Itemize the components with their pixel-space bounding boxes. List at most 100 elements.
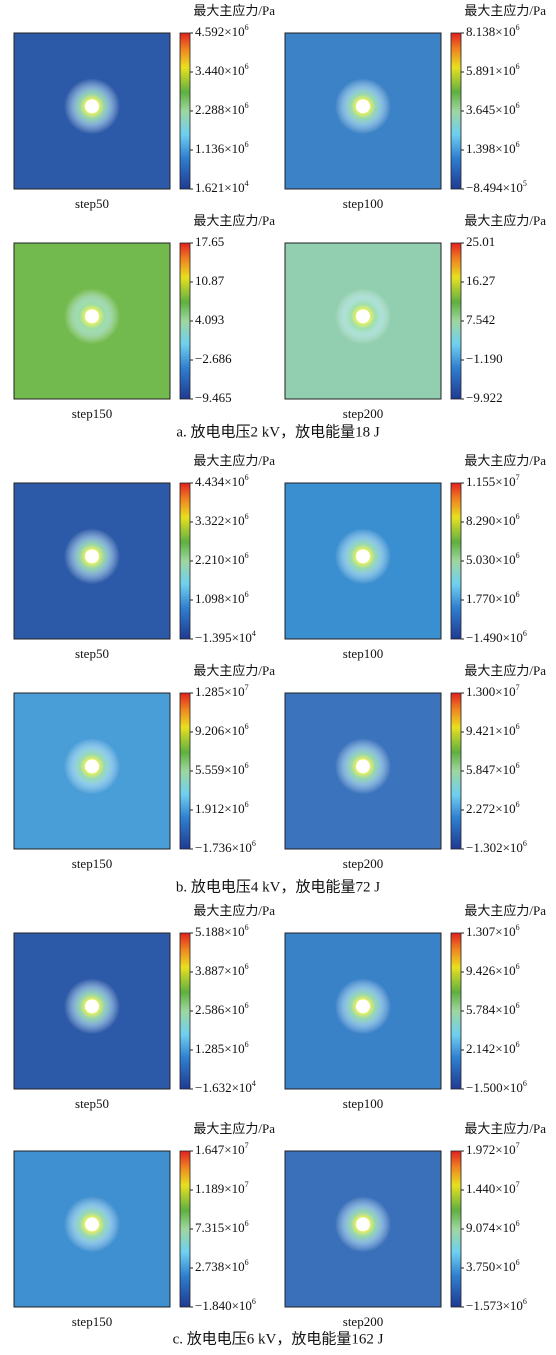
tick-mantissa: −1.840×10 bbox=[195, 1298, 252, 1313]
tick-exponent: 6 bbox=[516, 1040, 520, 1049]
colorbar-tick-label: 1.621×104 bbox=[195, 179, 249, 195]
tick-mantissa: −1.302×10 bbox=[466, 840, 523, 855]
tick-exponent: 7 bbox=[245, 683, 249, 692]
colorbar-tick-label: 2.272×106 bbox=[466, 800, 520, 816]
colorbar-tick-label: 9.421×106 bbox=[466, 722, 520, 738]
tick-mantissa: 17.65 bbox=[195, 234, 224, 249]
hole bbox=[356, 549, 370, 563]
tick-exponent: 7 bbox=[245, 1141, 249, 1150]
tick-mantissa: 1.647×10 bbox=[195, 1142, 245, 1157]
tick-exponent: 7 bbox=[516, 1180, 520, 1189]
tick-mantissa: 1.136×10 bbox=[195, 141, 245, 156]
tick-exponent: 6 bbox=[516, 761, 520, 770]
tick-exponent: 6 bbox=[245, 722, 249, 731]
colorbar-tick-label: 17.65 bbox=[195, 234, 224, 249]
hole bbox=[356, 309, 370, 323]
hole bbox=[356, 999, 370, 1013]
colorbar-tick-label: 1.285×106 bbox=[195, 1040, 249, 1056]
tick-exponent: 6 bbox=[245, 590, 249, 599]
tick-mantissa: 8.290×10 bbox=[466, 513, 516, 528]
colorbar-title: 最大主应力/Pa bbox=[193, 3, 275, 18]
tick-mantissa: −1.190 bbox=[466, 351, 503, 366]
colorbar-tick-label: −9.465 bbox=[195, 390, 232, 405]
tick-exponent: 6 bbox=[516, 722, 520, 731]
colorbar-tick-label: 1.912×106 bbox=[195, 800, 249, 816]
colorbar-tick-label: −1.500×106 bbox=[466, 1079, 527, 1095]
colorbar bbox=[451, 933, 461, 1089]
tick-exponent: 6 bbox=[245, 962, 249, 971]
colorbar-tick-label: 1.300×107 bbox=[466, 683, 520, 699]
colorbar-tick-label: 5.784×106 bbox=[466, 1001, 520, 1017]
colorbar-tick-label: −1.302×106 bbox=[466, 839, 527, 855]
tick-mantissa: 7.315×10 bbox=[195, 1220, 245, 1235]
colorbar bbox=[451, 1151, 461, 1307]
colorbar-tick-label: 4.434×106 bbox=[195, 473, 249, 489]
tick-mantissa: −1.736×10 bbox=[195, 840, 252, 855]
colorbar-tick-label: 1.440×107 bbox=[466, 1180, 520, 1196]
step-label: step200 bbox=[343, 406, 383, 421]
colorbar bbox=[180, 933, 190, 1089]
tick-mantissa: 7.542 bbox=[466, 312, 495, 327]
tick-exponent: 6 bbox=[523, 1297, 527, 1306]
step-label: step50 bbox=[75, 196, 109, 211]
tick-mantissa: 16.27 bbox=[466, 273, 496, 288]
tick-mantissa: 1.398×10 bbox=[466, 141, 516, 156]
colorbar bbox=[180, 693, 190, 849]
colorbar bbox=[451, 483, 461, 639]
tick-exponent: 6 bbox=[245, 473, 249, 482]
colorbar-tick-label: 8.290×106 bbox=[466, 512, 520, 528]
colorbar-tick-label: 7.315×106 bbox=[195, 1219, 249, 1235]
colorbar-tick-label: 5.188×106 bbox=[195, 923, 249, 939]
tick-exponent: 6 bbox=[516, 1219, 520, 1228]
tick-exponent: 6 bbox=[523, 1079, 527, 1088]
tick-exponent: 4 bbox=[245, 179, 249, 188]
colorbar-title: 最大主应力/Pa bbox=[464, 453, 546, 468]
step-label: step200 bbox=[343, 856, 383, 871]
colorbar-tick-label: 3.645×106 bbox=[466, 101, 520, 117]
colorbar-tick-label: 1.285×107 bbox=[195, 683, 249, 699]
tick-mantissa: 1.621×10 bbox=[195, 180, 245, 195]
colorbar-title: 最大主应力/Pa bbox=[464, 663, 546, 678]
colorbar bbox=[451, 693, 461, 849]
colorbar bbox=[180, 33, 190, 189]
tick-mantissa: −9.465 bbox=[195, 390, 232, 405]
tick-mantissa: 25.01 bbox=[466, 234, 495, 249]
tick-mantissa: 5.784×10 bbox=[466, 1002, 516, 1017]
tick-mantissa: 1.155×10 bbox=[466, 474, 516, 489]
tick-exponent: 4 bbox=[252, 629, 256, 638]
colorbar-title: 最大主应力/Pa bbox=[193, 663, 275, 678]
tick-mantissa: 1.770×10 bbox=[466, 591, 516, 606]
tick-exponent: 7 bbox=[516, 683, 520, 692]
step-label: step50 bbox=[75, 1096, 109, 1111]
tick-exponent: 6 bbox=[523, 839, 527, 848]
hole bbox=[356, 759, 370, 773]
step-label: step100 bbox=[343, 1096, 383, 1111]
colorbar-title: 最大主应力/Pa bbox=[464, 3, 546, 18]
tick-exponent: 7 bbox=[516, 473, 520, 482]
tick-mantissa: −1.632×10 bbox=[195, 1080, 252, 1095]
tick-exponent: 7 bbox=[516, 1141, 520, 1150]
tick-exponent: 6 bbox=[516, 800, 520, 809]
colorbar-tick-label: 10.87 bbox=[195, 273, 225, 288]
colorbar-tick-label: 1.307×106 bbox=[466, 923, 520, 939]
colorbar-tick-label: 4.093 bbox=[195, 312, 224, 327]
tick-mantissa: 1.189×10 bbox=[195, 1181, 245, 1196]
tick-exponent: 6 bbox=[245, 1040, 249, 1049]
tick-mantissa: 5.891×10 bbox=[466, 63, 516, 78]
tick-mantissa: 9.426×10 bbox=[466, 963, 516, 978]
tick-mantissa: 3.750×10 bbox=[466, 1259, 516, 1274]
tick-mantissa: 2.738×10 bbox=[195, 1259, 245, 1274]
tick-exponent: 6 bbox=[516, 62, 520, 71]
colorbar-tick-label: 5.030×106 bbox=[466, 551, 520, 567]
tick-mantissa: 2.586×10 bbox=[195, 1002, 245, 1017]
colorbar bbox=[180, 1151, 190, 1307]
tick-mantissa: 1.300×10 bbox=[466, 684, 516, 699]
tick-mantissa: −1.573×10 bbox=[466, 1298, 523, 1313]
tick-exponent: 6 bbox=[516, 101, 520, 110]
tick-mantissa: 2.210×10 bbox=[195, 552, 245, 567]
caption: b. 放电电压4 kV，放电能量72 J bbox=[176, 878, 380, 895]
hole bbox=[85, 999, 99, 1013]
step-label: step200 bbox=[343, 1314, 383, 1329]
colorbar-tick-label: 1.647×107 bbox=[195, 1141, 249, 1157]
colorbar-tick-label: −1.573×106 bbox=[466, 1297, 527, 1313]
